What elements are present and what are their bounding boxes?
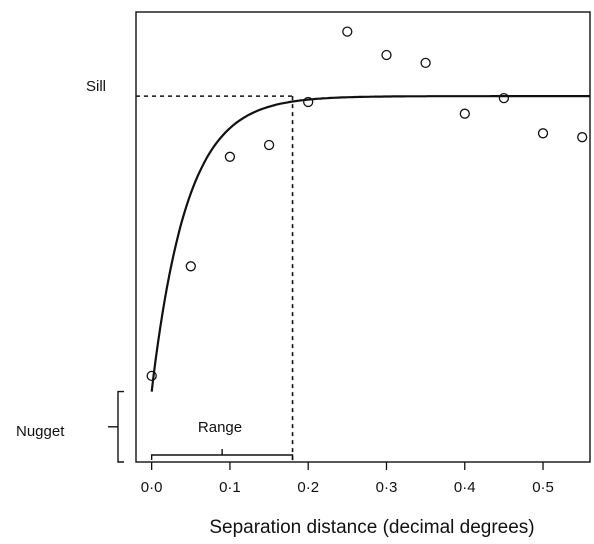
sill-label: Sill <box>86 78 106 95</box>
x-axis-label: Separation distance (decimal degrees) <box>209 517 534 538</box>
x-tick-label: 0·0 <box>141 479 163 496</box>
data-point <box>224 151 236 162</box>
fitted-model-curve <box>150 95 590 392</box>
data-point <box>537 128 549 139</box>
nugget-bracket <box>108 390 124 463</box>
x-tick-label: 0·4 <box>454 479 476 496</box>
plot-frame <box>135 11 591 463</box>
data-point <box>459 108 470 119</box>
range-bracket <box>150 449 294 460</box>
data-point <box>498 92 510 104</box>
nugget-label: Nugget <box>16 423 65 440</box>
data-point <box>146 370 157 382</box>
data-point <box>342 26 353 37</box>
data-point <box>577 132 588 143</box>
data-point <box>381 49 392 61</box>
x-tick-label: 0·5 <box>532 479 554 496</box>
data-point <box>420 57 431 69</box>
data-point <box>263 139 275 151</box>
range-label: Range <box>198 419 242 436</box>
data-point <box>303 96 314 108</box>
x-axis: 0·0 0·1 0·2 0·3 0·4 0·5 <box>141 462 554 496</box>
data-points <box>146 26 588 382</box>
x-tick-label: 0·1 <box>219 479 241 496</box>
x-tick-label: 0·3 <box>376 479 398 496</box>
data-point <box>185 261 196 272</box>
x-tick-label: 0·2 <box>297 479 319 496</box>
